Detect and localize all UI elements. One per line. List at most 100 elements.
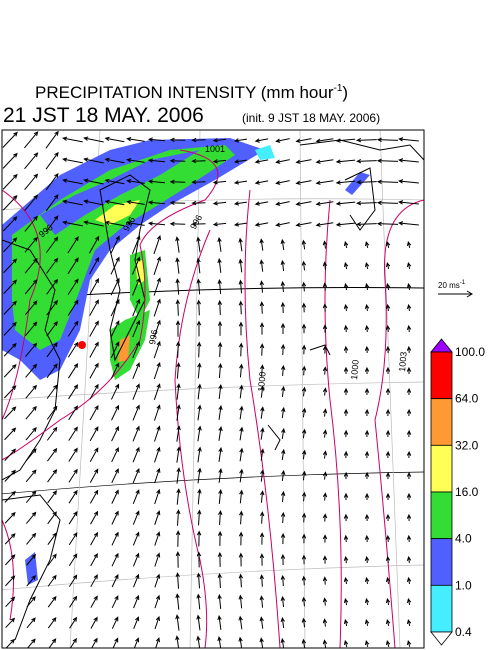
isobar: [174, 229, 211, 648]
wind-arrow: [385, 366, 391, 375]
wind-arrow: [356, 159, 377, 164]
wind-arrow: [385, 639, 391, 648]
wind-arrow: [406, 639, 412, 648]
wind-arrow: [132, 256, 141, 275]
wind-arrow: [315, 222, 334, 227]
wind-arrow: [406, 471, 412, 480]
colorbar-cap-top: [430, 338, 453, 353]
wind-arrow: [233, 138, 248, 143]
wind-arrow: [126, 137, 145, 142]
wind-arrow: [233, 222, 248, 227]
isobar: [2, 189, 41, 421]
isobar: [244, 189, 281, 648]
wind-arrow: [217, 614, 222, 630]
wind-arrow: [343, 450, 349, 459]
grid-line: [379, 130, 401, 648]
wind-arrow: [24, 257, 38, 274]
wind-arrow: [89, 341, 99, 358]
wind-arrow: [301, 239, 307, 250]
wind-arrow: [83, 220, 104, 227]
wind-arrow: [364, 534, 370, 543]
grid-line: [189, 130, 201, 648]
wind-arrow: [239, 405, 244, 420]
wind-arrow: [24, 279, 38, 295]
wind-arrow: [343, 261, 349, 270]
wind-arrow: [25, 427, 37, 441]
wind-arrow: [301, 638, 307, 648]
colorbar: 100.0 64.0 32.0 16.0 4.0 1.0 0.4: [430, 338, 485, 646]
wind-arrow: [398, 158, 419, 163]
wind-arrow: [239, 489, 244, 504]
wind-arrow: [176, 488, 181, 505]
wind-arrow: [218, 426, 223, 441]
wind-arrow: [254, 138, 269, 143]
wind-arrow: [132, 467, 140, 484]
wind-arrow: [89, 278, 99, 296]
wind-arrow: [295, 180, 312, 185]
wind-arrow: [111, 425, 119, 442]
wind-arrow: [83, 136, 104, 143]
wind-arrow: [2, 195, 18, 211]
wind-arrow: [68, 405, 78, 421]
wind-arrow: [67, 257, 79, 275]
wind-arrow: [322, 534, 328, 543]
wind-arrow: [62, 199, 83, 206]
wind-arrow: [89, 383, 99, 400]
wind-arrow: [280, 532, 286, 545]
wind-arrow: [89, 256, 100, 275]
wind-arrow: [322, 429, 328, 438]
wind-arrow: [385, 576, 391, 585]
wind-arrow: [217, 257, 222, 273]
wind-arrow: [147, 200, 166, 205]
wind-arrow: [281, 406, 286, 419]
wind-arrow: [280, 490, 286, 503]
wind-arrow: [217, 237, 222, 252]
wind-arrow: [90, 574, 98, 588]
wind-arrow: [89, 426, 99, 442]
wind-arrow: [280, 343, 286, 356]
wind-arrow: [364, 450, 370, 459]
wind-arrow: [364, 387, 370, 396]
wind-arrow: [196, 320, 202, 337]
wind-arrow: [3, 237, 18, 253]
coast: [344, 167, 376, 231]
wind-arrow: [68, 447, 78, 462]
wind-arrow: [238, 258, 243, 273]
wind-arrow: [26, 553, 37, 566]
wind-arrow: [3, 385, 17, 399]
wind-arrow: [132, 552, 140, 567]
colorbar-bin: [430, 538, 453, 586]
wind-arrow: [68, 489, 78, 504]
precip-1mm: [345, 172, 370, 195]
wind-arrow: [154, 446, 161, 463]
wind-arrow: [343, 597, 349, 606]
wind-arrow: [69, 637, 77, 648]
precip-32mm: [118, 335, 130, 362]
wind-arrow: [25, 469, 37, 483]
wind-arrow: [24, 236, 38, 253]
coast: [99, 174, 151, 362]
colorbar-label: 64.0: [455, 392, 479, 406]
wind-arrow: [322, 639, 328, 648]
wind-arrow: [67, 341, 79, 358]
wind-arrow: [322, 240, 328, 249]
wind-arrow: [90, 553, 98, 567]
colorbar-label: 100.0: [455, 345, 485, 359]
grid-line: [2, 471, 424, 495]
wind-arrow: [335, 159, 356, 164]
wind-arrow: [238, 615, 243, 630]
wind-arrow: [175, 341, 181, 358]
wind-arrow: [62, 178, 83, 185]
wind-arrow: [238, 237, 243, 252]
wind-arrow: [46, 236, 59, 253]
wind-arrow: [26, 574, 36, 587]
title-suffix: ): [342, 83, 348, 102]
wind-arrow: [217, 636, 222, 648]
wind-arrow: [24, 131, 39, 149]
wind-arrow: [89, 404, 99, 421]
wind-arrow: [376, 158, 399, 163]
wind-arrow: [5, 575, 16, 587]
wind-arrow: [364, 429, 370, 438]
wind-arrow: [356, 201, 377, 206]
wind-arrow: [26, 617, 36, 629]
